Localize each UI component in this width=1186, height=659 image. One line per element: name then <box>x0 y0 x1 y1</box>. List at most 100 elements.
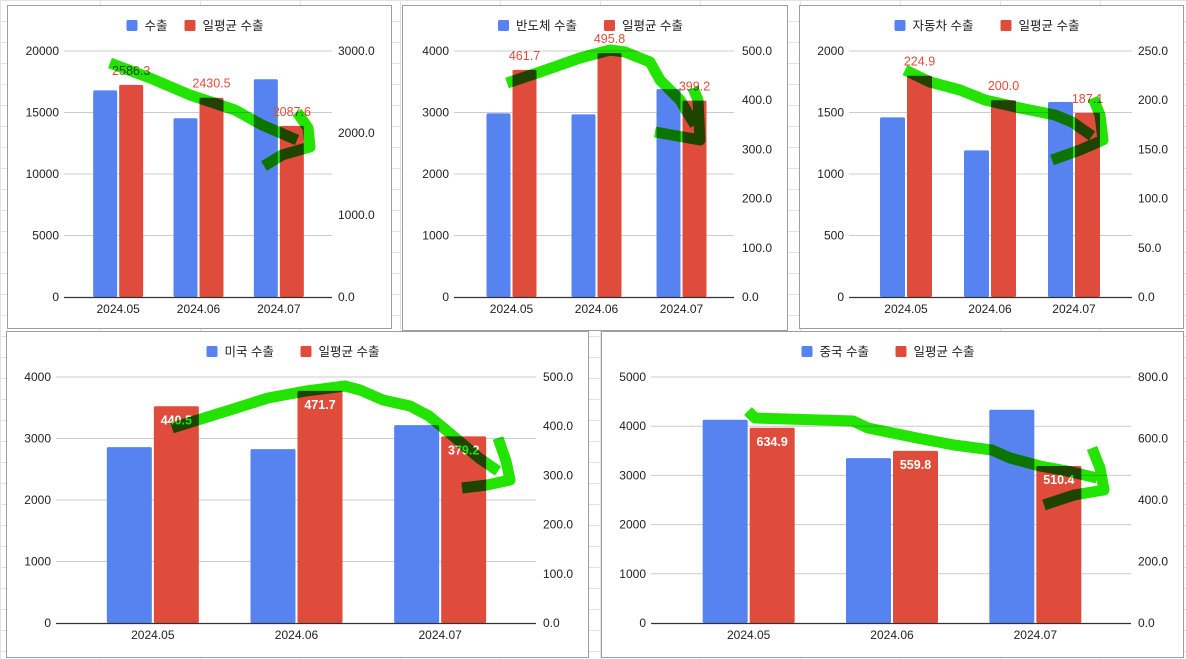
right-axis-tick-label: 0.0 <box>1138 290 1155 304</box>
bar-primary[interactable] <box>486 113 511 297</box>
bar-daily-average[interactable] <box>119 84 144 297</box>
legend-label: 중국 수출 <box>820 345 869 359</box>
chart-panel-us-exports[interactable]: 미국 수출 일평균 수출 0 1000 2000 3000 4000 0.0 100.0 200.… <box>6 331 589 658</box>
bar-primary[interactable] <box>394 425 440 623</box>
legend-label: 자동차 수출 <box>913 19 974 33</box>
legend-label: 일평균 수출 <box>319 345 380 359</box>
legend-item[interactable]: 일평균 수출 <box>184 19 264 33</box>
category-label: 2024.07 <box>660 302 704 316</box>
chart-panel-china-exports[interactable]: 중국 수출 일평균 수출 0 1000 2000 3000 4000 5000 0.0 200.0… <box>601 331 1184 658</box>
left-axis-tick-label: 3000 <box>422 106 449 120</box>
left-axis-tick-label: 3000 <box>619 468 646 482</box>
category-label: 2024.05 <box>131 628 175 642</box>
right-axis-tick-label: 2000.0 <box>338 126 375 140</box>
chart-svg: 중국 수출 일평균 수출 0 1000 2000 3000 4000 5000 0.0 200.0… <box>619 345 1168 642</box>
right-axis-tick-label: 200.0 <box>742 192 772 206</box>
data-label: 461.7 <box>509 49 540 63</box>
bar-daily-average[interactable] <box>682 100 707 297</box>
bar-primary[interactable] <box>702 419 748 623</box>
chart-panel-semiconductor-exports[interactable]: 반도체 수출 일평균 수출 0 1000 2000 3000 4000 0.0 100.0 200… <box>402 5 788 331</box>
bar-primary[interactable] <box>656 89 681 297</box>
category-label: 2024.06 <box>575 302 619 316</box>
right-axis-tick-label: 0.0 <box>742 290 759 304</box>
bar-primary[interactable] <box>173 118 198 297</box>
data-label: 495.8 <box>594 32 625 46</box>
legend-swatch <box>895 346 907 357</box>
bar-daily-average[interactable] <box>279 125 304 297</box>
right-axis-tick-label: 50.0 <box>1138 241 1162 255</box>
right-axis-tick-label: 500.0 <box>543 370 573 384</box>
category-label: 2024.07 <box>1014 628 1058 642</box>
left-axis-tick-label: 1000 <box>817 167 844 181</box>
legend-item[interactable]: 일평균 수출 <box>1000 19 1080 33</box>
legend-item[interactable]: 수출 <box>126 19 168 33</box>
left-axis-tick-label: 1000 <box>24 555 51 569</box>
data-label: 471.7 <box>304 398 335 412</box>
left-axis-tick-label: 3000 <box>24 432 51 446</box>
legend-swatch <box>801 346 813 357</box>
legend-label: 반도체 수출 <box>516 19 577 33</box>
bar-daily-average[interactable] <box>441 436 487 623</box>
bar-daily-average[interactable] <box>893 450 938 623</box>
bar-daily-average[interactable] <box>597 53 622 297</box>
right-axis-tick-label: 300.0 <box>543 468 573 482</box>
bar-primary[interactable] <box>571 114 596 297</box>
legend-label: 일평균 수출 <box>203 19 264 33</box>
right-axis-tick-label: 200.0 <box>1138 555 1168 569</box>
left-axis-tick-label: 2000 <box>817 44 844 58</box>
bar-daily-average[interactable] <box>512 69 537 297</box>
chart-panel-total-exports[interactable]: 수출 일평균 수출 0 5000 10000 15000 20000 0.0 1000.0 200… <box>7 5 392 329</box>
bar-daily-average[interactable] <box>199 97 224 297</box>
legend-label: 일평균 수출 <box>622 19 683 33</box>
legend-item[interactable]: 일평균 수출 <box>300 345 380 359</box>
left-axis-tick-label: 4000 <box>422 44 449 58</box>
bar-primary[interactable] <box>989 409 1035 623</box>
data-label: 2586.3 <box>112 64 150 78</box>
bar-daily-average[interactable] <box>749 427 795 623</box>
bar-daily-average[interactable] <box>991 100 1016 297</box>
left-axis-tick-label: 15000 <box>26 106 60 120</box>
bar-primary[interactable] <box>1048 102 1073 297</box>
left-axis-tick-label: 4000 <box>24 370 51 384</box>
data-label: 634.9 <box>757 435 788 449</box>
left-axis-tick-label: 0 <box>639 616 646 630</box>
category-label: 2024.05 <box>96 302 140 316</box>
bar-primary[interactable] <box>964 150 989 297</box>
bar-daily-average[interactable] <box>1075 112 1100 297</box>
legend-item[interactable]: 일평균 수출 <box>895 345 975 359</box>
right-axis-tick-label: 600.0 <box>1138 432 1168 446</box>
bar-primary[interactable] <box>250 449 296 623</box>
legend-swatch <box>604 20 615 31</box>
data-label: 200.0 <box>988 79 1019 93</box>
legend-swatch <box>894 20 906 31</box>
data-label: 224.9 <box>904 55 935 69</box>
left-axis-tick-label: 5000 <box>32 229 59 243</box>
right-axis-tick-label: 0.0 <box>543 616 560 630</box>
chart-panel-automobile-exports[interactable]: 자동차 수출 일평균 수출 0 500 1000 1500 2000 0.0 50.0 100.0… <box>799 5 1184 329</box>
legend-item[interactable]: 미국 수출 <box>206 345 274 359</box>
bar-primary[interactable] <box>846 458 891 623</box>
bar-daily-average[interactable] <box>297 390 343 623</box>
legend-item[interactable]: 중국 수출 <box>801 345 869 359</box>
bar-daily-average[interactable] <box>907 75 932 298</box>
right-axis-tick-label: 150.0 <box>1138 142 1168 156</box>
bar-primary[interactable] <box>880 117 905 297</box>
legend-item[interactable]: 반도체 수출 <box>498 19 577 33</box>
bar-primary[interactable] <box>93 90 118 297</box>
bar-daily-average[interactable] <box>1036 466 1082 623</box>
data-label: 187.1 <box>1072 92 1103 106</box>
chart-svg: 반도체 수출 일평균 수출 0 1000 2000 3000 4000 0.0 100.0 200… <box>422 19 772 316</box>
bar-daily-average[interactable] <box>153 406 199 623</box>
right-axis-tick-label: 1000.0 <box>338 208 375 222</box>
right-axis-tick-label: 200.0 <box>543 518 573 532</box>
legend-item[interactable]: 일평균 수출 <box>604 19 683 33</box>
legend-swatch <box>300 346 312 357</box>
category-label: 2024.06 <box>177 302 221 316</box>
legend-item[interactable]: 자동차 수출 <box>894 19 974 33</box>
right-axis-tick-label: 100.0 <box>742 241 772 255</box>
category-label: 2024.07 <box>257 302 301 316</box>
left-axis-tick-label: 1000 <box>619 567 646 581</box>
left-axis-tick-label: 2000 <box>619 518 646 532</box>
bar-primary[interactable] <box>106 447 152 623</box>
left-axis-tick-label: 20000 <box>26 44 60 58</box>
